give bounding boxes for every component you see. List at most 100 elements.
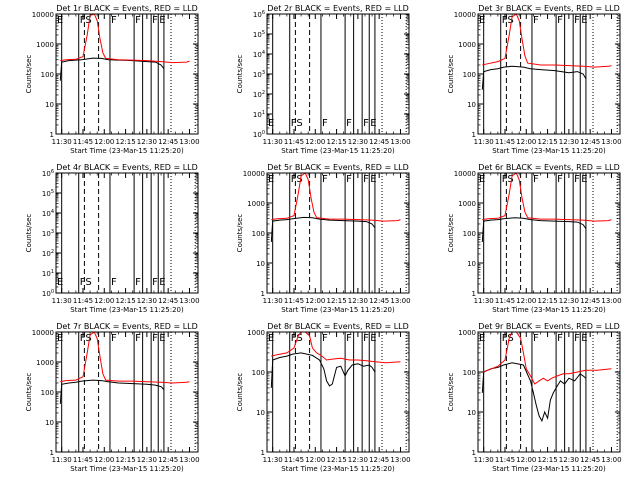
phase-marker-label: E — [159, 15, 165, 26]
phase-marker-label: F — [346, 174, 352, 185]
x-tick-label: 13:00 — [390, 138, 410, 146]
phase-marker-label: F — [80, 333, 86, 344]
plot-frame — [55, 331, 199, 453]
phase-marker-label: F — [135, 333, 141, 344]
phase-marker-label: F — [533, 15, 539, 26]
lld-series-line — [482, 172, 612, 222]
phase-marker-label: F — [152, 15, 158, 26]
phase-marker-label: S — [296, 333, 302, 344]
phase-marker-label: S — [507, 333, 513, 344]
phase-marker-label: E — [370, 174, 376, 185]
y-tick-label: 10000 — [454, 170, 476, 178]
x-tick-label: 12:00 — [94, 297, 114, 305]
lld-series-line — [482, 13, 612, 68]
x-tick-label: 12:15 — [537, 138, 557, 146]
phase-marker-label: F — [80, 15, 86, 26]
phase-marker-label: S — [85, 277, 91, 288]
phase-marker-label: E — [159, 277, 165, 288]
x-tick-label: 12:45 — [369, 456, 389, 464]
x-tick-label: 12:00 — [516, 456, 536, 464]
x-tick-label: 11:45 — [284, 456, 304, 464]
x-tick-label: 12:00 — [305, 456, 325, 464]
x-tick-label: 12:30 — [348, 456, 368, 464]
x-tick-label: 12:00 — [94, 138, 114, 146]
phase-marker-label: S — [296, 118, 302, 129]
x-tick-label: 12:30 — [137, 456, 157, 464]
chart-title: Det 5r BLACK = Events, RED = LLD — [267, 163, 409, 172]
phase-marker-label: F — [574, 15, 580, 26]
phase-marker-label: E — [268, 118, 274, 129]
x-tick-label: 13:00 — [179, 138, 199, 146]
x-tick-label: 12:30 — [559, 138, 579, 146]
x-tick-label: 13:00 — [179, 456, 199, 464]
phase-marker-label: S — [507, 174, 513, 185]
y-axis-label: Counts/sec — [25, 214, 33, 253]
y-tick-label: 1000 — [458, 329, 476, 337]
y-tick-label: 10000 — [454, 11, 476, 19]
y-tick-label: 1 — [472, 131, 476, 139]
x-tick-label: 12:45 — [580, 138, 600, 146]
x-tick-label: 12:30 — [559, 297, 579, 305]
x-tick-label: 11:30 — [263, 138, 283, 146]
x-tick-label: 12:15 — [537, 297, 557, 305]
x-tick-label: 12:15 — [326, 138, 346, 146]
y-axis-label: Counts/sec — [25, 373, 33, 412]
lld-series-line — [60, 331, 190, 384]
x-axis-label: Start Time (23-Mar-15 11:25:20) — [492, 465, 606, 473]
events-series-line — [59, 379, 165, 404]
y-axis-label: Counts/sec — [236, 214, 244, 253]
x-tick-label: 13:00 — [390, 456, 410, 464]
y-axis-label: Counts/sec — [447, 55, 455, 94]
x-tick-label: 12:15 — [115, 297, 135, 305]
x-tick-label: 12:00 — [94, 456, 114, 464]
chart-title: Det 6r BLACK = Events, RED = LLD — [478, 163, 620, 172]
y-tick-label: 10 — [467, 260, 476, 268]
x-axis-label: Start Time (23-Mar-15 11:25:20) — [70, 465, 184, 473]
phase-marker-label: F — [574, 174, 580, 185]
x-tick-label: 12:15 — [326, 456, 346, 464]
y-tick-label: 100 — [41, 389, 54, 397]
phase-marker-label: E — [479, 174, 485, 185]
x-tick-label: 12:30 — [348, 297, 368, 305]
y-tick-label: 103 — [42, 229, 54, 238]
phase-marker-label: E — [268, 333, 274, 344]
phase-marker-label: F — [574, 333, 580, 344]
x-tick-label: 12:45 — [580, 456, 600, 464]
y-tick-label: 1 — [50, 131, 54, 139]
x-axis-label: Start Time (23-Mar-15 11:25:20) — [281, 147, 395, 155]
plot-frame — [477, 13, 621, 135]
y-tick-label: 1000 — [458, 200, 476, 208]
y-axis-label: Counts/sec — [447, 373, 455, 412]
events-series-line — [481, 217, 587, 243]
x-tick-label: 12:45 — [158, 297, 178, 305]
x-tick-label: 11:45 — [73, 138, 93, 146]
x-tick-label: 13:00 — [179, 297, 199, 305]
chart-title: Det 2r BLACK = Events, RED = LLD — [267, 4, 409, 13]
y-tick-label: 103 — [253, 70, 265, 79]
y-tick-label: 100 — [463, 71, 476, 79]
x-axis-label: Start Time (23-Mar-15 11:25:20) — [492, 306, 606, 314]
phase-marker-label: E — [57, 333, 63, 344]
y-tick-label: 100 — [463, 230, 476, 238]
x-axis-label: Start Time (23-Mar-15 11:25:20) — [281, 465, 395, 473]
y-tick-label: 10 — [256, 260, 265, 268]
y-tick-label: 100 — [252, 369, 265, 377]
y-axis-label: Counts/sec — [447, 214, 455, 253]
chart-title: Det 4r BLACK = Events, RED = LLD — [56, 163, 198, 172]
phase-marker-label: F — [322, 333, 328, 344]
phase-marker-label: F — [291, 118, 297, 129]
x-axis-label: Start Time (23-Mar-15 11:25:20) — [492, 147, 606, 155]
x-tick-label: 13:00 — [601, 456, 621, 464]
x-tick-label: 13:00 — [601, 297, 621, 305]
x-tick-label: 12:45 — [158, 138, 178, 146]
chart-title: Det 9r BLACK = Events, RED = LLD — [478, 322, 620, 331]
x-tick-label: 11:45 — [284, 297, 304, 305]
phase-marker-label: S — [296, 174, 302, 185]
phase-marker-label: F — [346, 118, 352, 129]
y-tick-label: 100 — [253, 130, 265, 139]
phase-marker-label: F — [152, 333, 158, 344]
x-tick-label: 12:00 — [516, 138, 536, 146]
